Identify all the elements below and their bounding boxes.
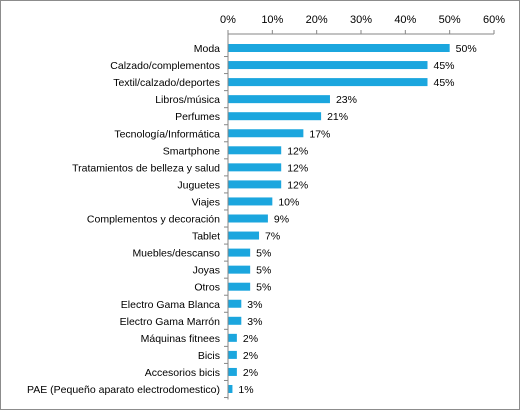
bar	[228, 299, 242, 308]
data-label: 2%	[243, 367, 258, 379]
category-label: Tecnología/Informática	[114, 128, 220, 140]
bar	[228, 180, 282, 189]
category-label: Calzado/complementos	[110, 60, 220, 72]
data-label: 12%	[287, 145, 308, 157]
bar	[228, 333, 237, 342]
bar	[228, 265, 251, 274]
category-label: Máquinas fitnees	[141, 333, 220, 345]
data-label: 5%	[256, 282, 271, 294]
data-label: 3%	[247, 299, 262, 311]
category-label: Tratamientos de belleza y salud	[72, 162, 220, 174]
category-label: Muebles/descanso	[132, 248, 220, 260]
bar	[228, 385, 233, 393]
bar	[228, 282, 251, 291]
category-label: Complementos y decoración	[87, 214, 220, 226]
data-label: 7%	[265, 231, 280, 243]
x-tick-label: 40%	[394, 14, 416, 26]
data-label: 45%	[434, 77, 455, 89]
category-label: Joyas	[193, 265, 220, 277]
bar	[228, 367, 237, 376]
category-label: Perfumes	[175, 111, 220, 123]
category-label: Bicis	[198, 350, 220, 362]
x-tick-label: 50%	[439, 14, 461, 26]
category-label: Viajes	[192, 196, 220, 208]
category-label: PAE (Pequeño aparato electrodomestico)	[27, 384, 220, 396]
x-tick-label: 30%	[350, 14, 372, 26]
bar	[228, 214, 268, 223]
category-label: Textil/calzado/deportes	[113, 77, 220, 89]
category-label: Tablet	[192, 231, 220, 243]
bar	[228, 197, 273, 206]
bar	[228, 78, 428, 87]
bar	[228, 316, 242, 325]
data-label: 2%	[243, 333, 258, 345]
bar	[228, 248, 251, 257]
x-tick-label: 20%	[306, 14, 328, 26]
data-label: 5%	[256, 248, 271, 260]
category-label: Electro Gama Marrón	[120, 316, 221, 328]
data-label: 3%	[247, 316, 262, 328]
data-label: 21%	[327, 111, 348, 123]
x-tick-label: 0%	[220, 14, 236, 26]
bar	[228, 231, 260, 240]
bar	[228, 95, 330, 104]
data-label: 5%	[256, 265, 271, 277]
bar	[228, 112, 322, 121]
data-label: 45%	[434, 60, 455, 72]
data-label: 10%	[278, 196, 299, 208]
bar	[228, 129, 304, 138]
bar	[228, 44, 450, 52]
category-label: Smartphone	[163, 145, 220, 157]
data-label: 9%	[274, 214, 289, 226]
data-label: 50%	[456, 43, 477, 55]
bar	[228, 163, 282, 172]
bar	[228, 146, 282, 155]
x-tick-label: 60%	[483, 14, 505, 26]
category-label: Libros/música	[155, 94, 220, 106]
category-label: Otros	[194, 282, 220, 294]
data-label: 12%	[287, 162, 308, 174]
bar	[228, 350, 237, 359]
category-label: Accesorios bicis	[145, 367, 220, 379]
category-label: Juguetes	[177, 179, 220, 191]
data-label: 12%	[287, 179, 308, 191]
data-label: 1%	[238, 384, 253, 396]
bar	[228, 61, 428, 70]
category-label: Electro Gama Blanca	[121, 299, 220, 311]
x-tick-label: 10%	[261, 14, 283, 26]
data-label: 23%	[336, 94, 357, 106]
data-label: 17%	[309, 128, 330, 140]
data-label: 2%	[243, 350, 258, 362]
category-label: Moda	[194, 43, 220, 55]
